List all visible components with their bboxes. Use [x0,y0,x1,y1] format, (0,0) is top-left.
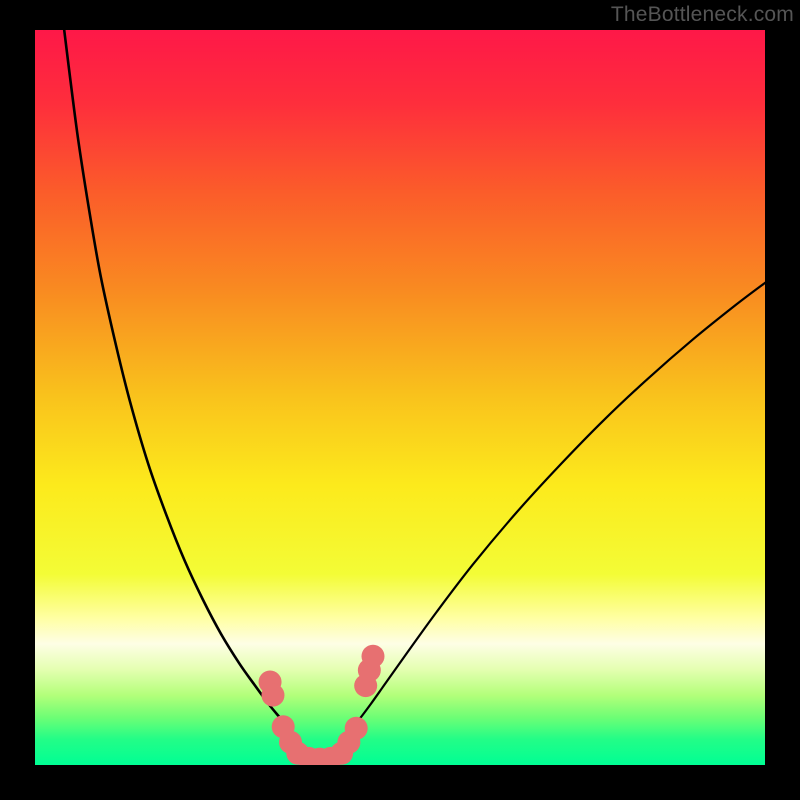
marker-dot [345,717,368,740]
gradient-background [35,30,765,765]
watermark-text: TheBottleneck.com [611,3,794,27]
marker-dot [261,684,284,707]
outer-frame: TheBottleneck.com [0,0,800,800]
chart-svg [35,30,765,765]
marker-dot [361,645,384,668]
